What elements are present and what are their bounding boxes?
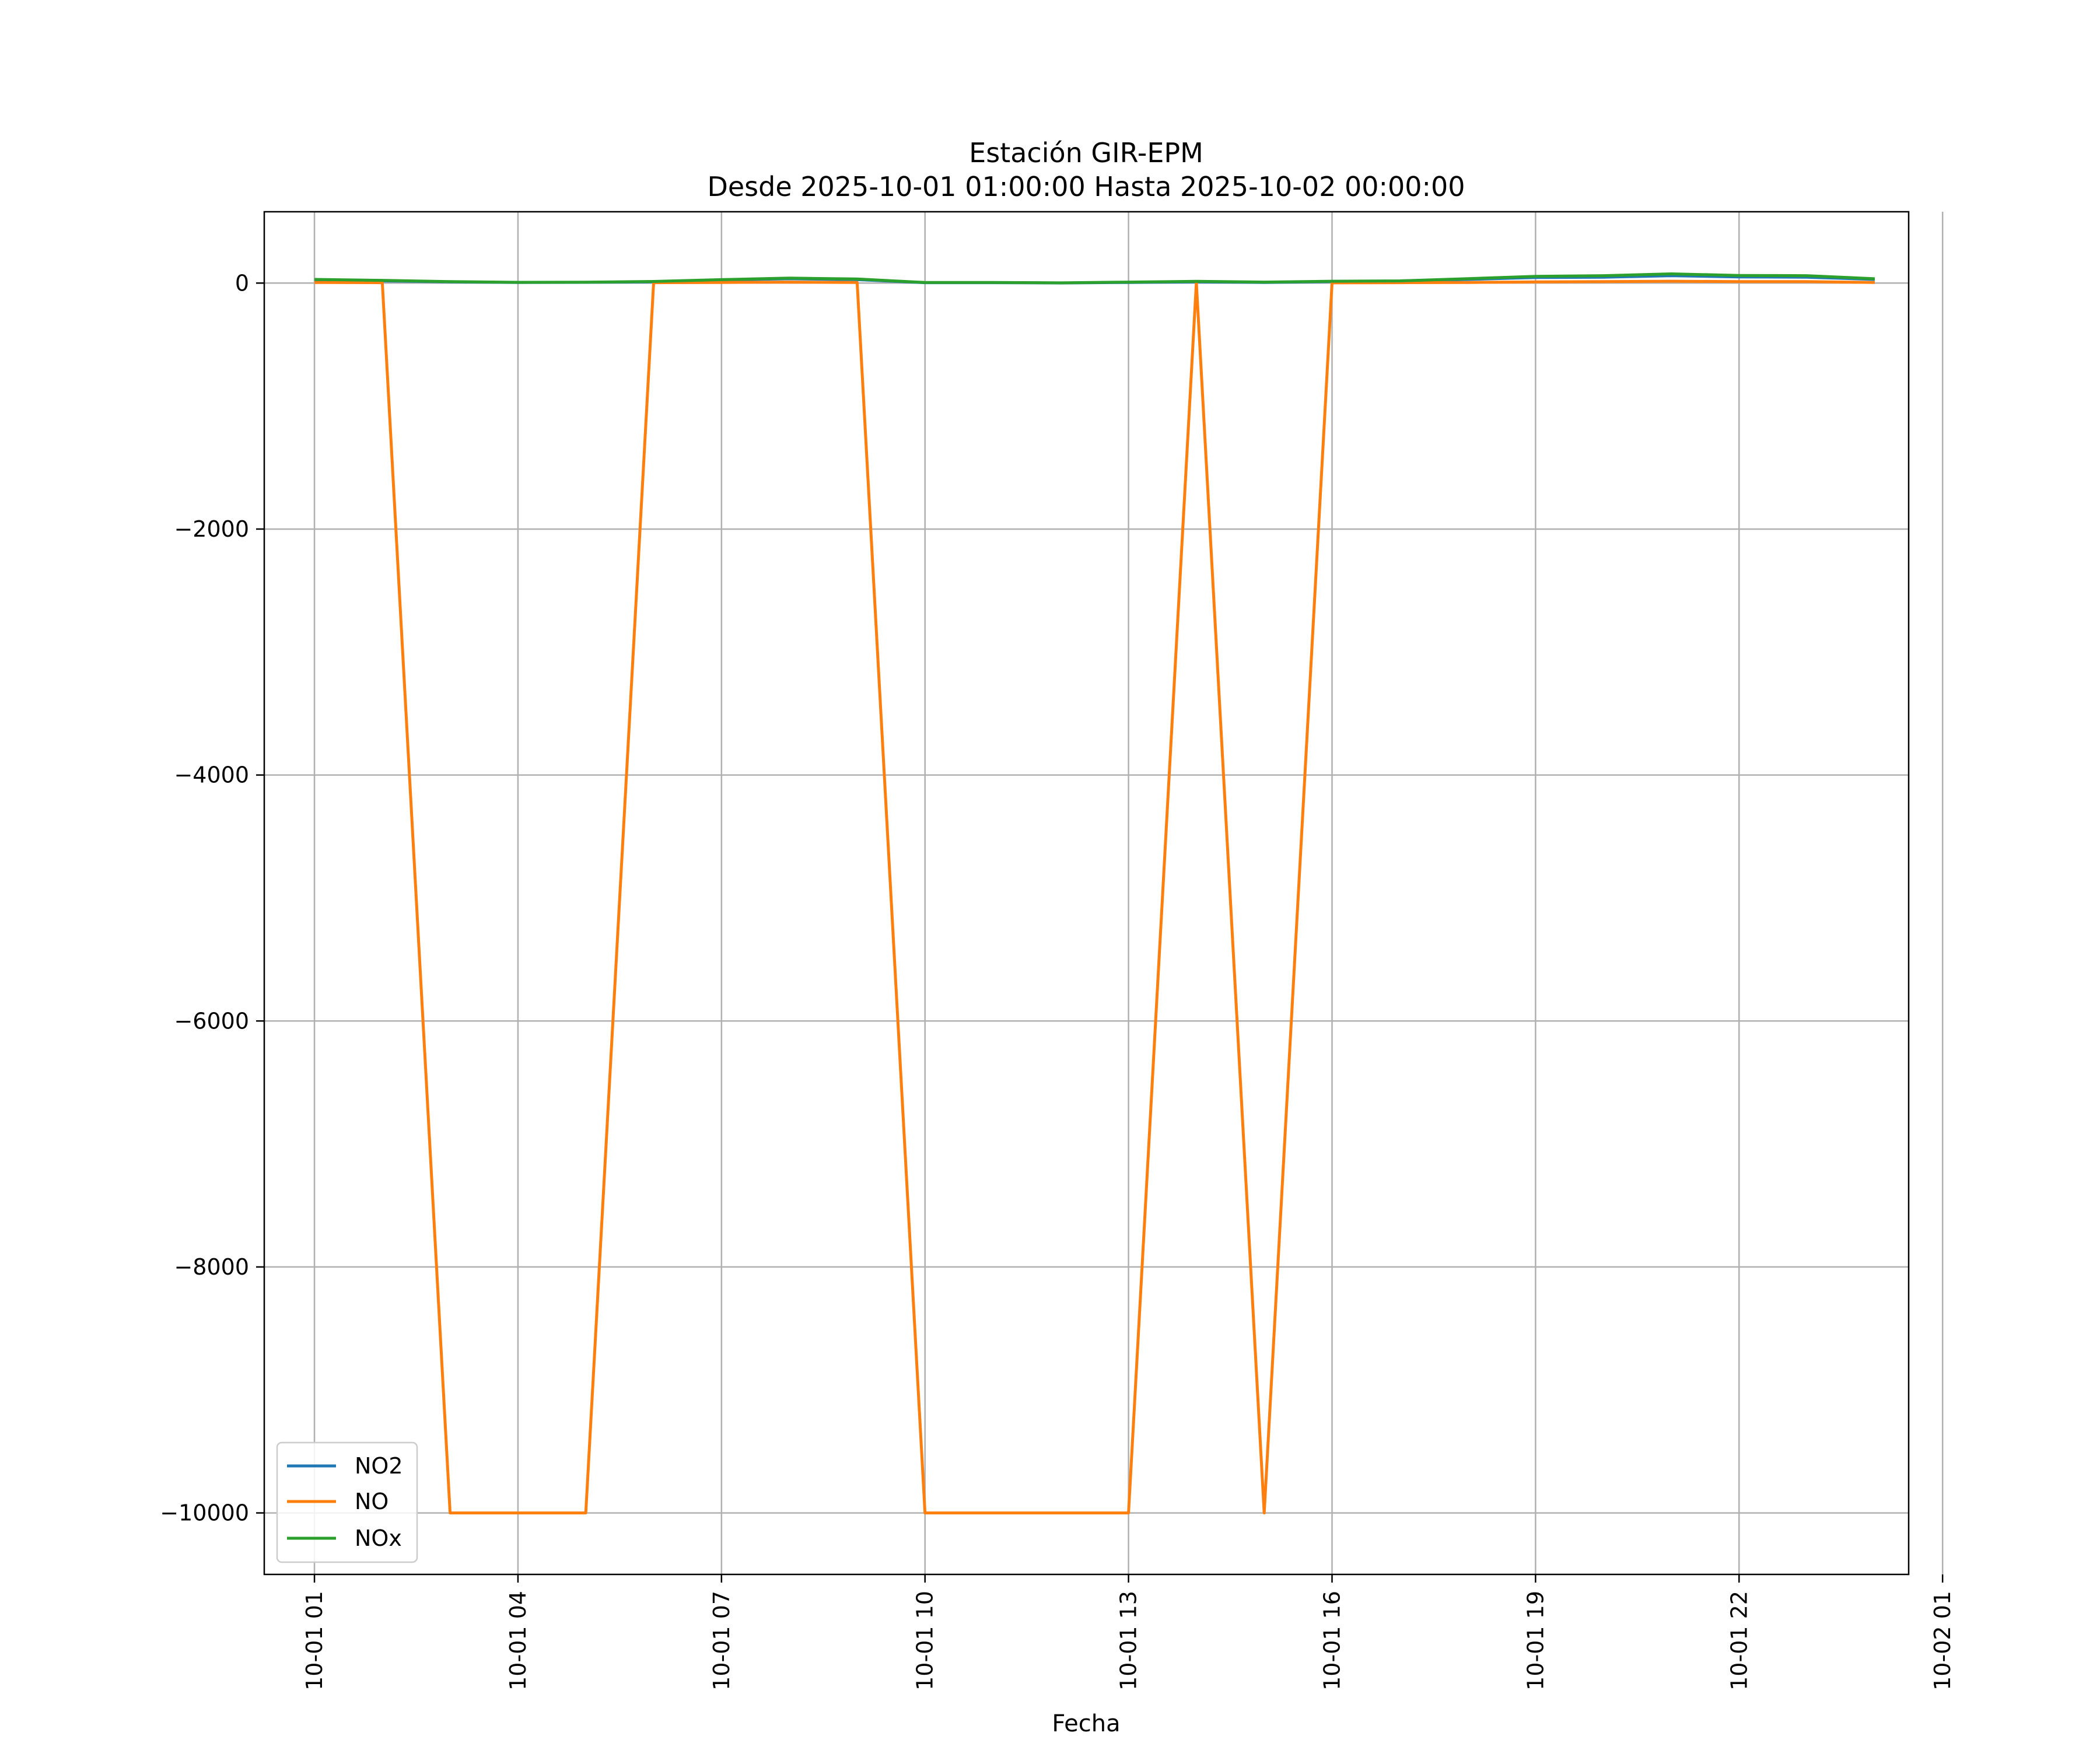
y-tick-label: −6000	[174, 1008, 249, 1034]
plot-frame	[263, 211, 1910, 1576]
legend-label-nox: NOx	[355, 1525, 402, 1551]
x-tick-label: 10-01 07	[709, 1591, 734, 1690]
y-tick-label: −10000	[160, 1500, 249, 1526]
chart-subtitle: Desde 2025-10-01 01:00:00 Hasta 2025-10-…	[707, 171, 1465, 202]
x-axis-label: Fecha	[1052, 1710, 1120, 1737]
y-tick-label: −8000	[174, 1254, 249, 1280]
x-tick-label: 10-01 04	[505, 1591, 531, 1690]
y-tick-label: 0	[235, 270, 249, 296]
y-tick-label: −2000	[174, 516, 249, 542]
x-tick-label: 10-01 22	[1726, 1591, 1752, 1690]
legend-box	[276, 1441, 418, 1563]
x-tick-label: 10-02 01	[1930, 1591, 1955, 1690]
x-tick-label: 10-01 01	[302, 1591, 327, 1690]
x-tick-label: 10-01 13	[1116, 1591, 1142, 1690]
series-line-nox	[314, 272, 1875, 285]
x-tick-label: 10-01 19	[1522, 1591, 1548, 1690]
series-line-no	[314, 279, 1875, 1515]
series-layer	[314, 272, 1875, 1515]
chart-title: Estación GIR-EPM	[969, 137, 1203, 169]
legend-label-no: NO	[355, 1489, 388, 1514]
x-tick-label: 10-01 10	[912, 1591, 938, 1690]
legend: NO2 NO NOx	[276, 1441, 418, 1563]
grid-layer	[264, 212, 1944, 1574]
tick-layer: 10-01 01 10-01 04 10-01 07 10-01 10 10-01 13…	[160, 270, 1955, 1690]
legend-label-no2: NO2	[355, 1453, 403, 1479]
y-tick-label: −4000	[174, 762, 249, 788]
x-tick-label: 10-01 16	[1319, 1591, 1345, 1690]
